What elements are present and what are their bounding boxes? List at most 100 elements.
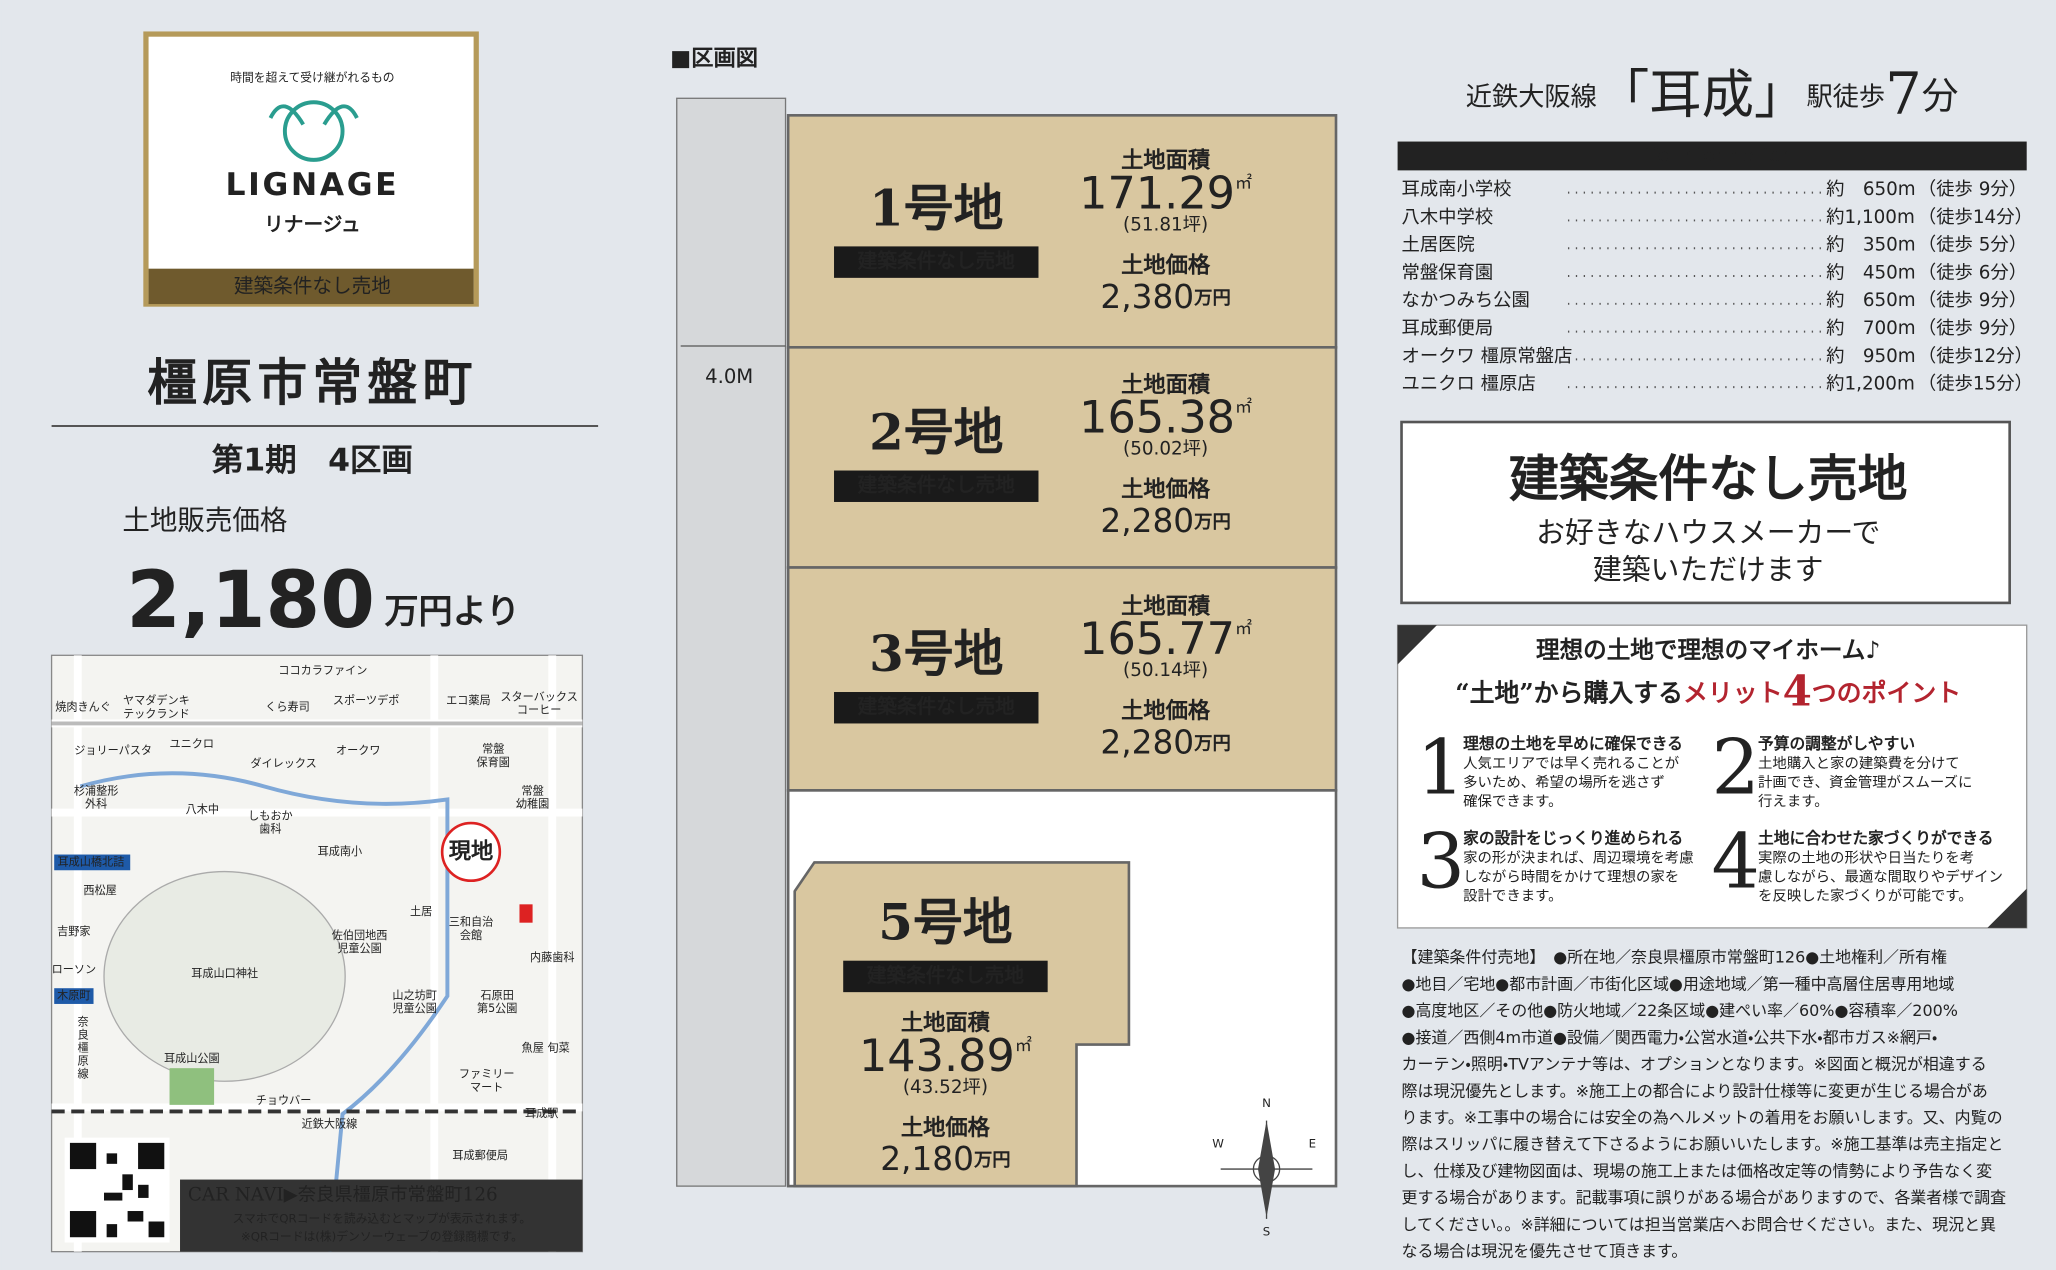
map-label: 児童公園 xyxy=(337,942,382,955)
merit-title: 理想の土地を早めに確保できる xyxy=(1463,734,1683,753)
map-label: 幼稚園 xyxy=(516,797,549,811)
road-width: 4.0M xyxy=(705,365,753,388)
map-label: 内藤歯科 xyxy=(530,950,575,964)
life-name: なかつみち公園 xyxy=(1402,290,1530,311)
signal-label-bg xyxy=(54,854,131,871)
life-name: ユニクロ 橿原店 xyxy=(1402,374,1536,395)
merit-number: 1 xyxy=(1417,722,1465,811)
life-name: 常盤保育園 xyxy=(1402,262,1494,283)
merit-body: 土地購入と家の建築費を分けて xyxy=(1758,755,1960,772)
text-span: 143.89 xyxy=(859,1030,1015,1082)
note-line: し、仕様及び建物図面は、現場の施工上または価格改定等の情勢により予告なく変 xyxy=(1402,1161,1993,1180)
plot-badge-text: 建築条件なし売地 xyxy=(857,695,1015,718)
life-distance: 約1,100m xyxy=(1826,207,1915,228)
pond xyxy=(169,1068,215,1105)
location: 橿原市常盤町 xyxy=(147,354,477,412)
merit-number: 3 xyxy=(1417,817,1465,906)
tsubo: (51.81坪) xyxy=(1123,214,1208,235)
map-label: ヤマダデンキ xyxy=(123,693,190,707)
corner xyxy=(1397,625,1437,665)
text-span: 駅徒歩 xyxy=(1806,82,1885,112)
area-label: 土地面積 xyxy=(1121,148,1211,174)
note-line: なる場合は現況を優先させて頂きます。 xyxy=(1402,1242,1688,1261)
merits-subtitle: “土地”から購入するメリット4つのポイント xyxy=(1455,666,1961,715)
note-line: 際は現況優先とします。※施工上の都合により設計仕様等に変更が生じる場合があ xyxy=(1402,1081,1988,1100)
map-label: 常盤 xyxy=(482,743,504,756)
qr-pattern xyxy=(69,1142,165,1238)
merit-body: 人気エリアでは早く売れることが xyxy=(1463,755,1680,772)
text-span: 2,180 xyxy=(880,1140,974,1178)
map-label: 三和自治 xyxy=(449,915,494,929)
plot-number: 2号地 xyxy=(869,402,1003,461)
map-label: 杉浦整形 xyxy=(74,784,119,798)
map-label: スターバックス xyxy=(500,690,577,703)
map-label: ジョリーパスタ xyxy=(74,744,152,757)
map-label: 会館 xyxy=(460,929,482,942)
map-label: 常盤 xyxy=(521,785,543,798)
merit-body: 慮しながら、最適な間取りやデザイン xyxy=(1758,867,2003,885)
mount-miminashi xyxy=(103,870,346,1082)
text-span: ㎡ xyxy=(1015,1036,1032,1056)
price-label: 土地価格 xyxy=(1121,252,1211,279)
life-distance: 約 700m xyxy=(1826,318,1916,339)
corner xyxy=(1987,888,2027,928)
signal-label-bg xyxy=(54,988,94,1004)
map-label: 歯科 xyxy=(259,822,281,836)
compass-letter: E xyxy=(1309,1137,1316,1151)
promo-line: 建築いただけます xyxy=(1593,552,1824,586)
merit-body: 設計できます。 xyxy=(1463,887,1562,904)
map-label: 橿 xyxy=(77,1042,88,1055)
life-walk: （徒歩 9分） xyxy=(1918,179,2027,200)
life-walk: （徒歩15分） xyxy=(1918,374,2033,395)
headline: 近鉄大阪線「耳成」駅徒歩7分 xyxy=(1466,59,1959,127)
plot-3-shape xyxy=(786,566,1338,792)
price-unit: 万円より xyxy=(384,592,520,632)
merit-number: 4 xyxy=(1712,817,1760,906)
map-label: 良 xyxy=(77,1028,88,1041)
plot-number: 5号地 xyxy=(878,893,1012,952)
plot-1-shape xyxy=(786,114,1338,349)
merit-body: 確保できます。 xyxy=(1463,793,1562,810)
tsubo: (43.52坪) xyxy=(903,1077,988,1098)
car-navi-band xyxy=(180,1179,583,1252)
merit-body: を反映した家づくりが可能です。 xyxy=(1758,887,1973,904)
phase: 第1期 4区画 xyxy=(212,442,413,478)
map-label: 石原田 xyxy=(480,989,513,1002)
compass xyxy=(1220,1120,1313,1219)
map-label: ココカラファイン xyxy=(278,664,367,677)
text-span: ㎡ xyxy=(1235,398,1252,418)
map-label: ダイレックス xyxy=(250,756,316,770)
text-span: 165.77 xyxy=(1079,613,1235,665)
text-span: 万円 xyxy=(1193,733,1231,754)
text-span: ㎡ xyxy=(1235,619,1252,639)
logo-wings xyxy=(268,104,359,126)
map-label: エコ薬局 xyxy=(446,694,491,707)
plot-badge-text: 建築条件なし売地 xyxy=(866,964,1024,987)
life-name: 耳成郵便局 xyxy=(1402,318,1494,339)
logo-box xyxy=(143,31,479,307)
merits-box xyxy=(1396,624,2028,929)
life-distance: 約 450m xyxy=(1826,262,1916,283)
car-navi-note: ※QRコードは(株)デンソーウェーブの登録商標です。 xyxy=(241,1230,523,1244)
text-span: つのポイント xyxy=(1812,678,1961,707)
price-label: 土地販売価格 xyxy=(122,505,287,537)
text-span: 4 xyxy=(1783,666,1812,715)
text-span: 万円 xyxy=(1193,288,1231,309)
text-span: 171.29 xyxy=(1079,168,1235,220)
road xyxy=(676,97,787,1187)
life-walk: （徒歩 9分） xyxy=(1918,318,2027,339)
map-label: 魚屋 旬菜 xyxy=(522,1042,570,1055)
car-navi-note: スマホでQRコードを読み込むとマップが表示されます。 xyxy=(233,1211,532,1225)
merit-number: 2 xyxy=(1712,722,1760,811)
compass-letter: S xyxy=(1263,1224,1270,1238)
life-distance: 約 650m xyxy=(1826,290,1916,311)
text-span: 2,280 xyxy=(1100,502,1194,540)
map-label: 耳成山口神社 xyxy=(191,966,258,980)
note-line: ●接道／西側4m市道●設備／関西電力・公営水道・公共下水・都市ガス※網戸・ xyxy=(1402,1028,1938,1047)
plot-badge xyxy=(834,246,1039,278)
area: 171.29㎡ xyxy=(1079,168,1252,220)
note-line: カーテン・照明・TVアンテナ等は、オプションとなります。※図面と概況が相違する xyxy=(1402,1055,1987,1074)
area-label: 土地面積 xyxy=(901,1010,991,1036)
